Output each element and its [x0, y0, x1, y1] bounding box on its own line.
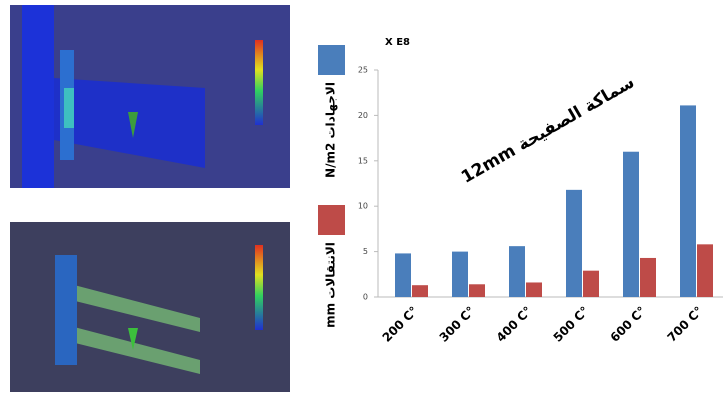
- annotation: 12mm سماكة الصفيحة: [458, 72, 638, 187]
- x-tick-label: 400 C°: [494, 304, 535, 345]
- x-tick-label: 200 C°: [380, 304, 421, 345]
- screen: X E8 12mm سماكة الصفيحة 0 5 10 15 20 25 N/m2 ا…: [0, 0, 723, 394]
- y-tick-label: 15: [358, 156, 368, 165]
- bar: [526, 282, 542, 297]
- bar: [452, 252, 468, 297]
- fea-image-top: [10, 5, 290, 188]
- legend-label: N/m2 الاجهادات: [324, 82, 338, 178]
- x-tick-label: 600 C°: [608, 304, 649, 345]
- bar: [509, 246, 525, 297]
- legend-swatch: [318, 205, 345, 235]
- page: {"chart_data": {"type": "bar", "y_unit_l…: [0, 0, 723, 394]
- bar: [697, 244, 713, 297]
- plate: [55, 255, 77, 365]
- hot-zone: [64, 88, 74, 128]
- chart: X E8 12mm سماكة الصفيحة 0 5 10 15 20 25 N/m2 ا…: [318, 37, 723, 345]
- y-tick-label: 5: [363, 247, 368, 256]
- bar: [680, 105, 696, 297]
- fea-image-bottom: [10, 222, 290, 392]
- legend-swatch: [318, 45, 345, 75]
- y-unit-label: X E8: [385, 37, 410, 48]
- bar: [469, 284, 485, 297]
- y-tick-label: 0: [363, 293, 368, 302]
- bar: [566, 190, 582, 297]
- bar: [412, 285, 428, 297]
- bar: [583, 271, 599, 297]
- bar: [623, 152, 639, 297]
- column: [22, 5, 54, 188]
- bar: [640, 258, 656, 297]
- y-tick-label: 10: [358, 202, 368, 211]
- color-scale: [255, 245, 263, 330]
- y-tick-label: 25: [358, 66, 368, 75]
- x-tick-label: 700 C°: [665, 304, 706, 345]
- color-scale: [255, 40, 263, 125]
- x-tick-label: 500 C°: [551, 304, 592, 345]
- legend-label: mm الانتقالات: [324, 242, 338, 328]
- y-tick-label: 20: [358, 111, 368, 120]
- bar: [395, 253, 411, 297]
- x-tick-label: 300 C°: [437, 304, 478, 345]
